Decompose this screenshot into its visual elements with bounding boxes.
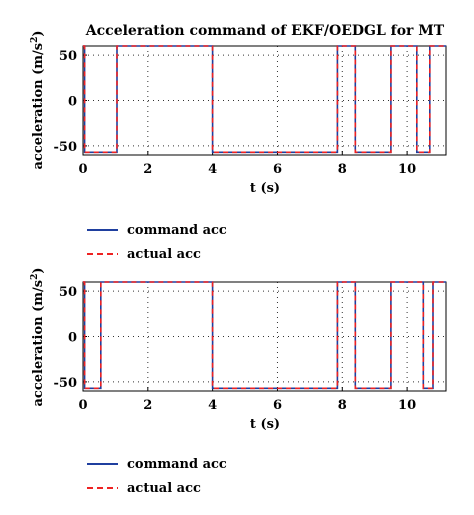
legend-item-actual: actual acc [87,481,201,496]
x-tick-label: 2 [143,398,152,413]
legend-label-actual: actual acc [127,247,201,262]
plot-frame [82,45,447,156]
y-tick-label: 0 [68,331,77,346]
plot-frame [82,281,447,392]
x-axis-label: t (s) [250,181,280,196]
x-tick-label: 8 [338,398,347,413]
y-tick-label: -50 [54,376,78,391]
y-axis-label-main: acceleration (m/s [31,280,46,407]
y-axis-label-close: ) [31,268,46,274]
x-tick-label: 6 [273,162,282,177]
series-actual-acc-line [83,45,446,154]
legend-item-command: command acc [87,223,227,238]
y-tick-label: 0 [68,95,77,110]
x-tick-label: 4 [208,162,217,177]
x-tick-labels: 0 2 4 6 8 10 [78,162,416,177]
y-axis-label-main: acceleration (m/s [31,43,46,170]
x-tick-label: 8 [338,162,347,177]
legend-label-actual: actual acc [127,481,201,496]
x-axis-label: t (s) [250,417,280,432]
legend-item-actual: actual acc [87,247,201,262]
y-tick-labels: -50 0 50 [54,49,78,155]
y-tick-label: 50 [59,49,77,64]
y-axis-label: acceleration (m/s2) [30,31,46,170]
legend-item-command: command acc [87,457,227,472]
x-tick-label: 6 [273,398,282,413]
legend: command acc actual acc [87,457,227,496]
y-tick-labels: -50 0 50 [54,285,78,391]
y-axis-label-sup: 2 [30,37,40,43]
y-axis-label-sup: 2 [30,274,40,280]
legend-label-command: command acc [127,457,227,472]
chart-top: Acceleration command of EKF/OEDGL for MT… [30,23,447,262]
series-actual-acc-line [83,281,446,390]
y-tick-label: 50 [59,285,77,300]
x-tick-label: 0 [78,398,87,413]
y-axis-label-close: ) [31,31,46,37]
x-tick-label: 2 [143,162,152,177]
x-tick-label: 10 [398,398,416,413]
legend: command acc actual acc [87,223,227,262]
x-tick-label: 4 [208,398,217,413]
y-axis-label: acceleration (m/s2) [30,268,46,407]
x-tick-label: 0 [78,162,87,177]
x-tick-labels: 0 2 4 6 8 10 [78,398,416,413]
y-tick-label: -50 [54,140,78,155]
legend-label-command: command acc [127,223,227,238]
chart-title: Acceleration command of EKF/OEDGL for MT [85,23,445,39]
series-lines [83,281,446,390]
series-lines [83,45,446,154]
x-tick-label: 10 [398,162,416,177]
